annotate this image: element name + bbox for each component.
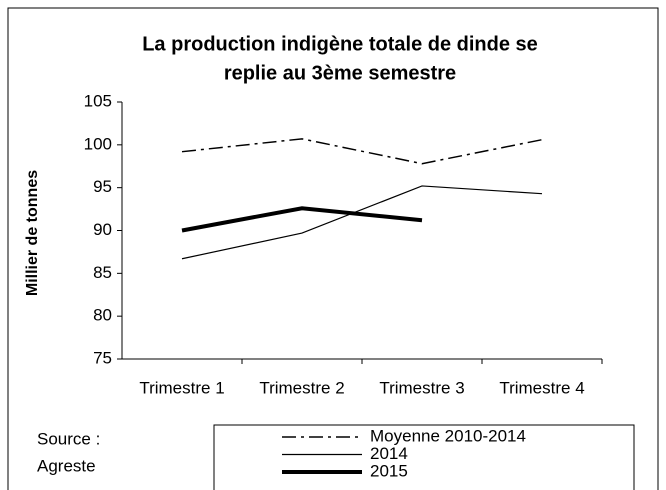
source-text: Agreste (37, 456, 96, 475)
series-line (181, 138, 543, 165)
chart-border (7, 7, 659, 490)
legend-box (213, 424, 635, 490)
y-tick-label: 95 (93, 177, 112, 196)
x-tick-label: Trimestre 1 (139, 378, 224, 397)
legend-label: 2015 (370, 461, 408, 480)
series-line (181, 206, 423, 233)
y-tick-label: 75 (93, 348, 112, 367)
x-tick-label: Trimestre 2 (259, 378, 344, 397)
legend-label: Moyenne 2010-2014 (370, 426, 526, 445)
y-tick-label: 105 (84, 91, 112, 110)
chart-title: La production indigène totale de dinde s… (142, 33, 538, 55)
chart-title: replie au 3ème semestre (224, 62, 456, 84)
y-axis-label: Millier de tonnes (24, 170, 41, 296)
x-tick-label: Trimestre 3 (379, 378, 464, 397)
y-tick-label: 90 (93, 220, 112, 239)
y-tick-label: 85 (93, 263, 112, 282)
x-tick-label: Trimestre 4 (499, 378, 584, 397)
series-line (181, 185, 543, 260)
source-text: Source : (37, 429, 100, 448)
legend-label: 2014 (370, 444, 408, 463)
y-tick-label: 80 (93, 306, 112, 325)
y-tick-label: 100 (84, 134, 112, 153)
